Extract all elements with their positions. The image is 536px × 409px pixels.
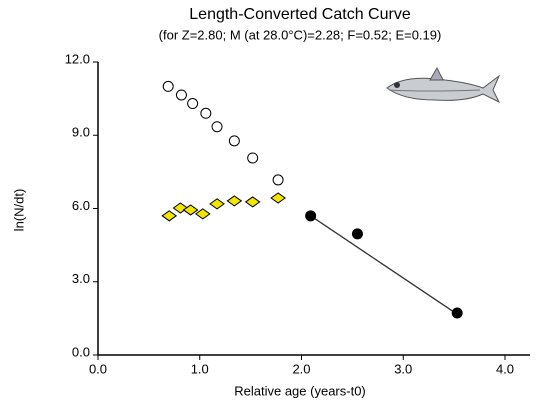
x-tick-label: 1.0 (191, 361, 209, 376)
diamond-point (161, 210, 178, 222)
diamond-point (270, 192, 286, 204)
x-tick-label: 3.0 (394, 361, 412, 376)
open-point (200, 107, 212, 119)
fish-icon (386, 66, 501, 104)
open-point (228, 135, 240, 147)
filled-point (351, 228, 363, 240)
y-tick-label: 6.0 (72, 198, 90, 213)
open-point (187, 98, 199, 110)
fit-line (310, 215, 458, 315)
open-point (247, 152, 259, 164)
open-point (211, 121, 223, 133)
diamond-point (226, 195, 243, 207)
x-axis-label: Relative age (years-t0) (234, 383, 366, 398)
y-tick-label: 0.0 (72, 344, 90, 359)
y-tick-label: 9.0 (72, 125, 90, 140)
diamond-point (244, 196, 261, 208)
diamond-point (209, 198, 225, 210)
y-axis-label: ln(N/dt) (11, 189, 26, 232)
diamond-point (182, 204, 199, 216)
open-point (175, 89, 187, 101)
y-tick-label: 3.0 (72, 271, 90, 286)
diamond-point (194, 208, 211, 220)
filled-point (305, 210, 317, 222)
open-point (162, 80, 174, 92)
open-point (272, 174, 284, 186)
chart-subtitle: (for Z=2.80; M (at 28.0°C)=2.28; F=0.52;… (159, 27, 442, 42)
y-tick-label: 12.0 (65, 51, 90, 66)
x-tick-label: 0.0 (89, 361, 107, 376)
filled-point (451, 307, 463, 319)
chart-title: Length-Converted Catch Curve (189, 6, 411, 23)
x-tick-label: 2.0 (292, 361, 310, 376)
x-tick-label: 4.0 (496, 361, 514, 376)
